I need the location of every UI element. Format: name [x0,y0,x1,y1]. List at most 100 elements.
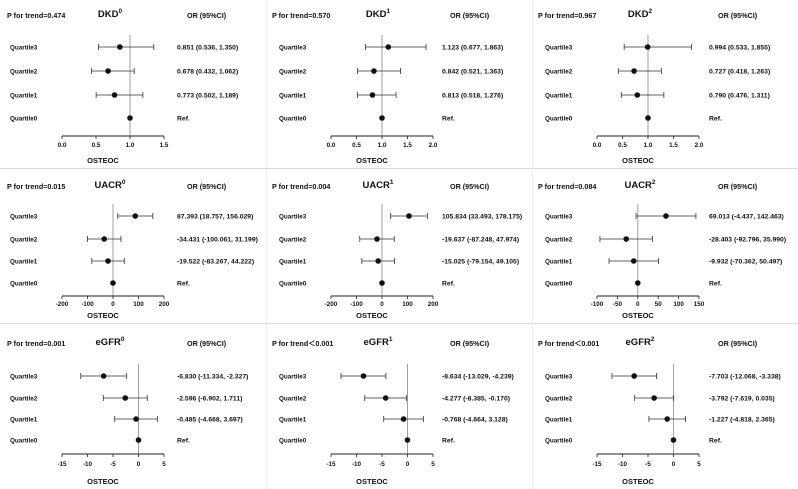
row-label: Quartile3 [10,374,38,381]
row-label: Quartile3 [279,214,307,221]
row-label: Quartile1 [545,259,573,266]
p-trend-label: P for trend=0.015 [7,182,65,191]
x-tick-label: 0.0 [593,142,602,149]
x-axis-label: OSTEOC [356,477,388,486]
point-estimate [404,437,411,443]
or-value-text: Ref. [709,281,722,288]
row-label: Quartile2 [10,396,38,403]
row-label: Quartile0 [10,281,38,288]
point-estimate [132,213,139,219]
point-estimate [635,280,641,286]
x-tick-label: 0.5 [92,142,101,149]
point-estimate [664,416,671,422]
forest-panel-dkd-1: P for trend=0.570 DKD1 OR (95%CI) Quartile3… [272,8,503,165]
row-label: Quartile1 [545,93,573,100]
x-tick-label: 1.0 [644,142,653,149]
or-value-text: -9.932 (-70.362, 50.497) [709,259,782,266]
point-estimate [375,258,381,264]
row-label: Quartile1 [10,93,38,100]
x-tick-label: 0 [406,461,410,468]
point-estimate [651,395,657,401]
point-estimate [122,395,129,401]
x-tick-label: -10 [352,461,362,468]
point-estimate [374,236,380,242]
or-value-text: Ref. [442,116,455,123]
p-trend-label: P for trend＜0.001 [272,339,333,348]
or-value-text: 0.851 (0.536, 1.350) [177,45,238,52]
col-divider-2 [532,0,533,489]
or-value-text: Ref. [709,438,722,445]
row-label: Quartile2 [279,69,307,76]
point-estimate [400,416,407,422]
or-value-text: -6.830 (-11.334, -2.327) [177,374,248,381]
or-column-header: OR (95%CI) [187,11,227,20]
row-label: Quartile2 [279,237,307,244]
row-label: Quartile1 [10,259,38,266]
row-label: Quartile0 [10,438,38,445]
row-divider-2 [0,323,798,324]
x-tick-label: 0.5 [352,142,361,149]
x-tick-label: -100 [591,301,604,308]
p-trend-label: P for trend=0.001 [7,339,65,348]
forest-panel-dkd-2: P for trend=0.967 DKD2 OR (95%CI) Quartile3… [538,8,770,165]
forest-panel-egfr-0: P for trend=0.001 eGFR0 OR (95%CI) Quartile… [7,336,248,486]
point-estimate [371,68,377,74]
x-tick-label: 5 [697,461,701,468]
row-label: Quartile2 [545,237,573,244]
x-tick-label: 0 [111,301,115,308]
or-value-text: -15.025 (-79.154, 49.105) [442,259,519,266]
row-label: Quartile2 [10,237,38,244]
x-tick-label: -10 [83,461,93,468]
or-column-header: OR (95%CI) [450,11,490,20]
x-tick-label: -100 [81,301,94,308]
or-value-text: -7.703 (-12.068, -3.338) [709,374,781,381]
x-axis-label: OSTEOC [356,156,388,165]
panel-title: UACR0 [94,179,125,191]
point-estimate [135,437,142,443]
row-label: Quartile0 [279,116,307,123]
x-tick-label: 150 [694,301,705,308]
row-label: Quartile3 [545,214,573,221]
or-value-text: Ref. [177,438,190,445]
or-value-text: Ref. [177,281,190,288]
forest-panel-dkd-0: P for trend=0.474 DKD0 OR (95%CI) Quartile3… [7,8,238,165]
point-estimate [379,115,385,121]
row-label: Quartile2 [545,396,573,403]
point-estimate [406,213,412,219]
row-label: Quartile3 [545,45,573,52]
point-estimate [117,44,123,50]
point-estimate [634,92,641,98]
x-tick-label: 1.5 [403,142,412,149]
x-tick-label: -15 [57,461,67,468]
x-tick-label: 100 [402,301,413,308]
x-tick-label: 1.5 [669,142,678,149]
p-trend-label: P for trend＜0.001 [538,339,599,348]
point-estimate [110,280,116,286]
x-tick-label: 0 [636,301,640,308]
point-estimate [644,44,651,50]
or-value-text: -2.596 (-6.902, 1.711) [177,396,242,403]
row-label: Quartile0 [545,281,573,288]
or-value-text: -3.792 (-7.619, 0.035) [709,396,775,403]
point-estimate [623,236,630,242]
or-value-text: -19.637 (-87.248, 47.974) [442,237,519,244]
or-value-text: -28.403 (-92.796, 35.990) [709,237,786,244]
x-axis-label: OSTEOC [87,477,119,486]
or-value-text: 87.393 (18.757, 156.029) [177,214,253,221]
row-label: Quartile0 [279,438,307,445]
or-column-header: OR (95%CI) [450,339,490,348]
x-tick-label: 200 [428,301,439,308]
x-axis-label: OSTEOC [87,311,119,320]
x-axis-label: OSTEOC [622,311,654,320]
or-column-header: OR (95%CI) [718,339,758,348]
x-tick-label: 0 [380,301,384,308]
x-tick-label: 2.0 [695,142,704,149]
row-label: Quartile1 [279,417,307,424]
or-column-header: OR (95%CI) [718,11,758,20]
x-tick-label: -50 [613,301,623,308]
p-trend-label: P for trend=0.004 [272,182,330,191]
x-axis-label: OSTEOC [87,156,119,165]
point-estimate [630,258,637,264]
x-tick-label: 1.0 [126,142,135,149]
row-label: Quartile2 [10,69,38,76]
